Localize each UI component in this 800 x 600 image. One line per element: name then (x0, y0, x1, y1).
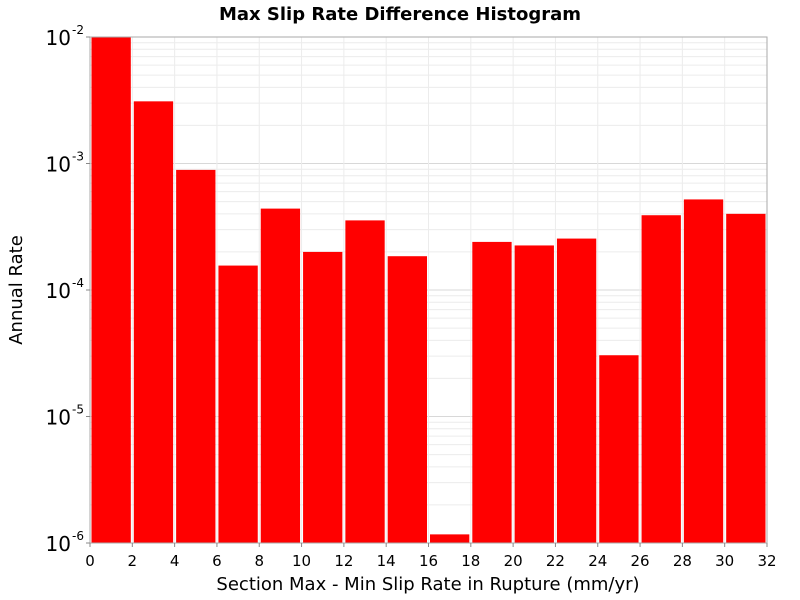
x-tick-label: 18 (461, 552, 480, 570)
y-tick-label-exponent: -6 (72, 529, 84, 543)
x-tick-label: 24 (588, 552, 607, 570)
x-tick-label: 8 (254, 552, 264, 570)
histogram-bar (387, 256, 427, 543)
histogram-bar (556, 238, 597, 543)
x-tick-label: 22 (546, 552, 565, 570)
x-tick-label: 30 (715, 552, 734, 570)
x-tick-label: 16 (419, 552, 438, 570)
histogram-bar (303, 251, 343, 543)
histogram-bar (599, 355, 639, 543)
x-tick-label: 28 (673, 552, 692, 570)
x-tick-label: 20 (504, 552, 523, 570)
histogram-bar (345, 220, 385, 543)
histogram-bar (133, 101, 174, 543)
y-tick-label-base: 10 (46, 153, 71, 177)
x-tick-labels: 0 2 4 6 8 10 12 14 16 18 20 22 24 26 28 30 32 (85, 543, 777, 570)
bars-group (91, 37, 766, 544)
x-tick-label: 0 (85, 552, 95, 570)
y-tick-label-base: 10 (46, 26, 71, 50)
x-tick-label: 10 (292, 552, 311, 570)
histogram-bar (218, 265, 258, 543)
y-tick-label-exponent: -4 (72, 276, 84, 290)
histogram-bar (472, 241, 512, 544)
x-axis-label: Section Max - Min Slip Rate in Rupture (… (216, 574, 639, 595)
y-tick-label-base: 10 (46, 406, 71, 430)
histogram-bar (641, 215, 681, 543)
histogram-bar (683, 199, 724, 543)
x-tick-label: 2 (128, 552, 138, 570)
x-tick-label: 4 (170, 552, 180, 570)
x-tick-label: 6 (212, 552, 222, 570)
x-tick-label: 14 (377, 552, 396, 570)
histogram-bar (260, 208, 301, 543)
histogram-bar (726, 213, 766, 543)
y-tick-label-base: 10 (46, 532, 71, 556)
y-axis-label: Annual Rate (6, 235, 27, 345)
histogram-bar (176, 169, 216, 543)
x-tick-label: 26 (631, 552, 650, 570)
histogram-bar (514, 245, 554, 543)
x-tick-label: 12 (334, 552, 353, 570)
y-tick-label-exponent: -5 (72, 403, 84, 417)
histogram-bar (91, 37, 131, 543)
x-tick-label: 32 (757, 552, 776, 570)
y-tick-label-exponent: -2 (72, 23, 84, 37)
y-tick-label-exponent: -3 (72, 150, 84, 164)
y-tick-label-base: 10 (46, 279, 71, 303)
histogram-bar (430, 534, 470, 543)
chart-title: Max Slip Rate Difference Histogram (219, 4, 581, 25)
y-tick-labels: 10-610-510-410-310-2 (46, 23, 90, 556)
